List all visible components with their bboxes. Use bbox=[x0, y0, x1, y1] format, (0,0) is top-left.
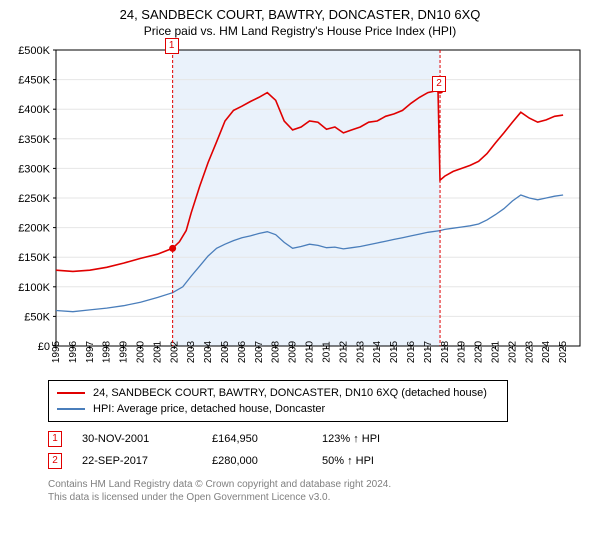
page-root: 24, SANDBECK COURT, BAWTRY, DONCASTER, D… bbox=[0, 0, 600, 508]
svg-text:2016: 2016 bbox=[406, 341, 417, 364]
svg-text:2019: 2019 bbox=[457, 341, 468, 364]
sale-marker-2: 2 bbox=[432, 76, 446, 92]
footer-attribution: Contains HM Land Registry data © Crown c… bbox=[48, 478, 592, 504]
svg-text:2025: 2025 bbox=[558, 341, 569, 364]
svg-text:2006: 2006 bbox=[237, 341, 248, 364]
svg-text:2015: 2015 bbox=[389, 341, 400, 364]
svg-text:£300K: £300K bbox=[18, 164, 50, 176]
sales-table: 1 30-NOV-2001£164,950123% ↑ HPI 2 22-SEP-20… bbox=[48, 428, 592, 472]
svg-text:2008: 2008 bbox=[271, 341, 282, 364]
sale-price: £164,950 bbox=[212, 433, 322, 445]
svg-text:2009: 2009 bbox=[288, 341, 299, 364]
legend-item-0: 24, SANDBECK COURT, BAWTRY, DONCASTER, D… bbox=[57, 385, 499, 401]
sale-date: 30-NOV-2001 bbox=[82, 433, 212, 445]
legend-label: HPI: Average price, detached house, Donc… bbox=[93, 403, 325, 415]
legend-label: 24, SANDBECK COURT, BAWTRY, DONCASTER, D… bbox=[93, 387, 487, 399]
legend-box: 24, SANDBECK COURT, BAWTRY, DONCASTER, D… bbox=[48, 380, 508, 422]
svg-text:£450K: £450K bbox=[18, 75, 50, 87]
svg-text:2013: 2013 bbox=[355, 341, 366, 364]
svg-text:2018: 2018 bbox=[440, 341, 451, 364]
svg-text:£50K: £50K bbox=[24, 312, 50, 324]
svg-text:2012: 2012 bbox=[338, 341, 349, 364]
svg-text:2001: 2001 bbox=[152, 341, 163, 364]
svg-text:£250K: £250K bbox=[18, 193, 50, 205]
chart-area: £0 £50K £100K £150K £200K £250K £300K £350K £400… bbox=[8, 44, 592, 374]
sale-date: 22-SEP-2017 bbox=[82, 455, 212, 467]
svg-text:2004: 2004 bbox=[203, 341, 214, 364]
svg-text:2023: 2023 bbox=[524, 341, 535, 364]
svg-text:1999: 1999 bbox=[119, 341, 130, 364]
line-chart: £0 £50K £100K £150K £200K £250K £300K £350K £400… bbox=[8, 44, 592, 374]
svg-text:2003: 2003 bbox=[186, 341, 197, 364]
svg-text:2021: 2021 bbox=[490, 341, 501, 364]
sale-row-1: 1 30-NOV-2001£164,950123% ↑ HPI bbox=[48, 428, 592, 450]
svg-text:1997: 1997 bbox=[85, 341, 96, 364]
svg-text:2011: 2011 bbox=[321, 341, 332, 363]
sale-marker-icon: 2 bbox=[48, 453, 62, 469]
svg-text:1998: 1998 bbox=[102, 341, 113, 364]
svg-text:1996: 1996 bbox=[68, 341, 79, 364]
legend-swatch bbox=[57, 408, 85, 410]
svg-text:£150K: £150K bbox=[18, 252, 50, 264]
footer-line-2: This data is licensed under the Open Gov… bbox=[48, 491, 592, 504]
svg-text:2014: 2014 bbox=[372, 341, 383, 364]
footer-line-1: Contains HM Land Registry data © Crown c… bbox=[48, 478, 592, 491]
svg-text:2007: 2007 bbox=[254, 341, 265, 364]
svg-text:£200K: £200K bbox=[18, 223, 50, 235]
svg-text:£400K: £400K bbox=[18, 104, 50, 116]
svg-text:2022: 2022 bbox=[507, 341, 518, 364]
chart-title: 24, SANDBECK COURT, BAWTRY, DONCASTER, D… bbox=[8, 6, 592, 24]
legend-item-1: HPI: Average price, detached house, Donc… bbox=[57, 401, 499, 417]
svg-text:2010: 2010 bbox=[305, 341, 316, 364]
sale-row-2: 2 22-SEP-2017£280,00050% ↑ HPI bbox=[48, 450, 592, 472]
sale-price: £280,000 bbox=[212, 455, 322, 467]
svg-text:2020: 2020 bbox=[474, 341, 485, 364]
svg-text:£500K: £500K bbox=[18, 45, 50, 57]
legend-swatch bbox=[57, 392, 85, 394]
svg-text:2005: 2005 bbox=[220, 341, 231, 364]
svg-text:2017: 2017 bbox=[423, 341, 434, 364]
svg-text:£100K: £100K bbox=[18, 282, 50, 294]
svg-text:2002: 2002 bbox=[169, 341, 180, 364]
chart-subtitle: Price paid vs. HM Land Registry's House … bbox=[8, 24, 592, 38]
sale-marker-icon: 1 bbox=[48, 431, 62, 447]
sale-pct: 50% ↑ HPI bbox=[322, 455, 422, 467]
sale-marker-1: 1 bbox=[165, 38, 179, 54]
svg-text:2024: 2024 bbox=[541, 341, 552, 364]
sale-pct: 123% ↑ HPI bbox=[322, 433, 422, 445]
svg-text:2000: 2000 bbox=[136, 341, 147, 364]
svg-text:£0: £0 bbox=[38, 341, 50, 353]
svg-text:£350K: £350K bbox=[18, 134, 50, 146]
